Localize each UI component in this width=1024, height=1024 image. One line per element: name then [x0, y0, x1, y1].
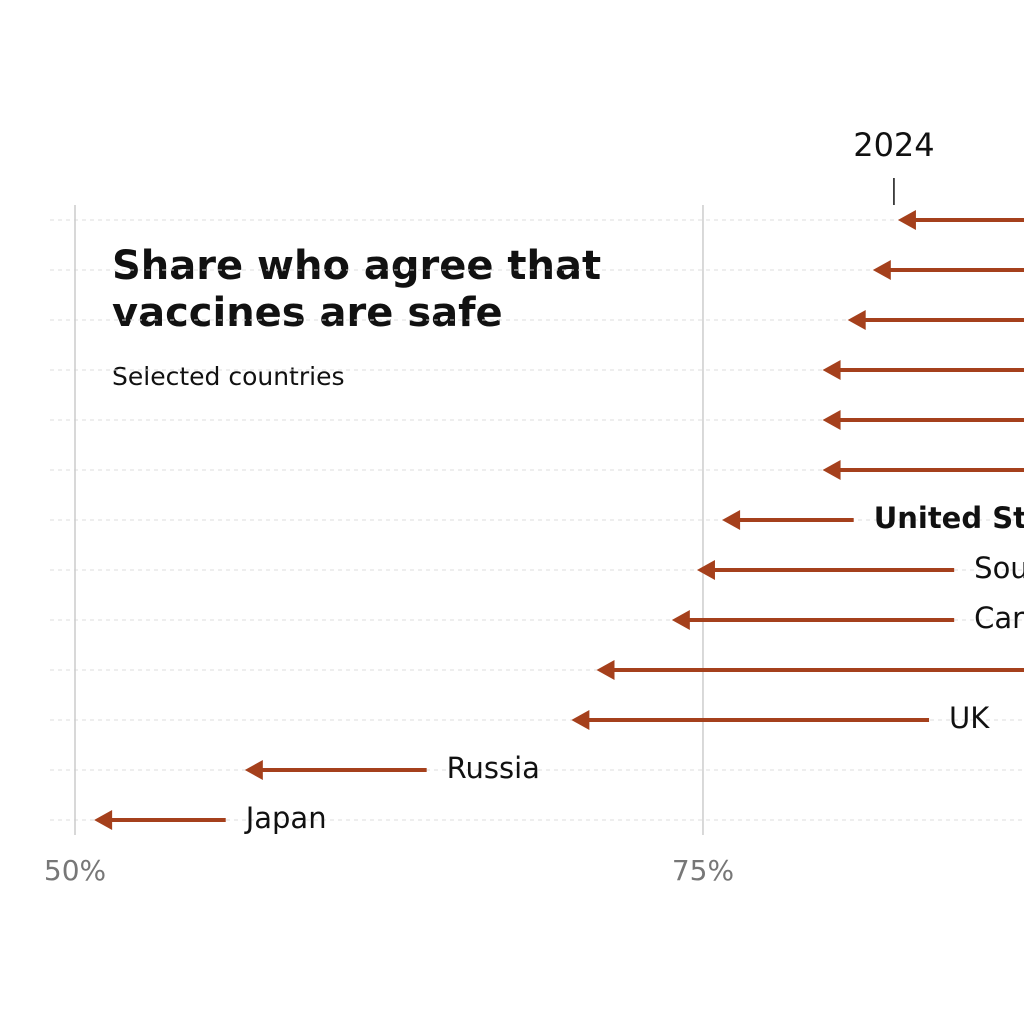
chart-title: Share who agree that — [112, 243, 601, 289]
arrow-head — [897, 210, 916, 230]
arrow-head — [822, 360, 841, 380]
chart-title: vaccines are safe — [112, 290, 503, 336]
series-annotation: 2024 — [853, 126, 934, 164]
category-label: United St — [874, 501, 1024, 535]
arrow-head — [571, 710, 590, 730]
category-label: UK — [949, 701, 990, 735]
category-label: Russia — [447, 751, 540, 785]
arrow-head — [847, 310, 866, 330]
category-label: Sou — [974, 551, 1024, 585]
arrow-head — [696, 560, 715, 580]
arrow-head — [671, 610, 690, 630]
arrow-head — [722, 510, 741, 530]
arrow-head — [872, 260, 891, 280]
arrow-head — [822, 460, 841, 480]
arrow-head — [94, 810, 113, 830]
category-label: Car — [974, 601, 1024, 635]
category-label: Japan — [244, 801, 327, 835]
arrow-head — [244, 760, 263, 780]
arrow-head — [596, 660, 615, 680]
arrow-head — [822, 410, 841, 430]
chart-subtitle: Selected countries — [112, 362, 344, 391]
x-tick-label: 75% — [672, 854, 734, 887]
x-tick-label: 50% — [44, 854, 106, 887]
